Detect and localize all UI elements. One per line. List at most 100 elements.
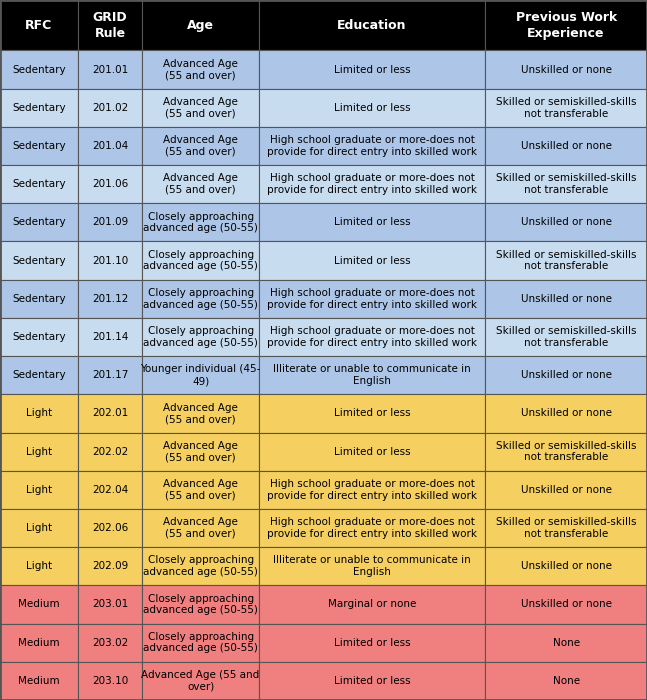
Bar bbox=[78, 0, 142, 50]
Text: 201.10: 201.10 bbox=[92, 256, 128, 265]
Text: Previous Work
Experience: Previous Work Experience bbox=[516, 10, 617, 40]
Bar bbox=[142, 127, 259, 165]
Bar bbox=[142, 50, 259, 89]
Text: 201.12: 201.12 bbox=[92, 294, 128, 304]
Bar bbox=[0, 394, 78, 433]
Text: Limited or less: Limited or less bbox=[334, 447, 410, 456]
Bar bbox=[259, 394, 485, 433]
Text: Unskilled or none: Unskilled or none bbox=[521, 294, 611, 304]
Bar bbox=[142, 585, 259, 624]
Text: Limited or less: Limited or less bbox=[334, 256, 410, 265]
Text: RFC: RFC bbox=[25, 19, 52, 32]
Bar bbox=[259, 203, 485, 242]
Bar bbox=[259, 624, 485, 662]
Bar bbox=[78, 547, 142, 585]
Text: Limited or less: Limited or less bbox=[334, 64, 410, 74]
Text: Sedentary: Sedentary bbox=[12, 64, 65, 74]
Text: Advanced Age
(55 and over): Advanced Age (55 and over) bbox=[163, 174, 238, 195]
Bar bbox=[78, 241, 142, 280]
Text: Advanced Age (55 and
over): Advanced Age (55 and over) bbox=[142, 670, 259, 692]
Text: Skilled or semiskilled-skills
not transferable: Skilled or semiskilled-skills not transf… bbox=[496, 441, 637, 463]
Text: None: None bbox=[553, 676, 580, 686]
Bar bbox=[485, 280, 647, 318]
Bar bbox=[142, 203, 259, 242]
Text: Closely approaching
advanced age (50-55): Closely approaching advanced age (50-55) bbox=[143, 556, 258, 577]
Bar bbox=[0, 433, 78, 470]
Text: 202.09: 202.09 bbox=[92, 561, 128, 571]
Bar bbox=[78, 318, 142, 356]
Bar bbox=[142, 0, 259, 50]
Text: Unskilled or none: Unskilled or none bbox=[521, 599, 611, 610]
Bar bbox=[259, 547, 485, 585]
Text: 202.04: 202.04 bbox=[92, 485, 128, 495]
Text: High school graduate or more-does not
provide for direct entry into skilled work: High school graduate or more-does not pr… bbox=[267, 326, 477, 348]
Text: Closely approaching
advanced age (50-55): Closely approaching advanced age (50-55) bbox=[143, 288, 258, 309]
Text: Skilled or semiskilled-skills
not transferable: Skilled or semiskilled-skills not transf… bbox=[496, 517, 637, 539]
Text: Advanced Age
(55 and over): Advanced Age (55 and over) bbox=[163, 135, 238, 157]
Text: Sedentary: Sedentary bbox=[12, 370, 65, 380]
Bar bbox=[142, 394, 259, 433]
Text: 201.01: 201.01 bbox=[92, 64, 128, 74]
Text: Closely approaching
advanced age (50-55): Closely approaching advanced age (50-55) bbox=[143, 632, 258, 654]
Bar bbox=[78, 127, 142, 165]
Bar bbox=[142, 356, 259, 394]
Text: Unskilled or none: Unskilled or none bbox=[521, 370, 611, 380]
Text: Unskilled or none: Unskilled or none bbox=[521, 64, 611, 74]
Bar bbox=[259, 241, 485, 280]
Bar bbox=[259, 89, 485, 127]
Text: Light: Light bbox=[26, 447, 52, 456]
Bar bbox=[142, 241, 259, 280]
Text: Unskilled or none: Unskilled or none bbox=[521, 408, 611, 419]
Bar bbox=[142, 662, 259, 700]
Text: 201.09: 201.09 bbox=[92, 218, 128, 228]
Bar bbox=[259, 356, 485, 394]
Text: High school graduate or more-does not
provide for direct entry into skilled work: High school graduate or more-does not pr… bbox=[267, 135, 477, 157]
Bar bbox=[0, 241, 78, 280]
Bar bbox=[0, 89, 78, 127]
Text: Education: Education bbox=[337, 19, 407, 32]
Text: Closely approaching
advanced age (50-55): Closely approaching advanced age (50-55) bbox=[143, 211, 258, 233]
Text: Advanced Age
(55 and over): Advanced Age (55 and over) bbox=[163, 441, 238, 463]
Text: Limited or less: Limited or less bbox=[334, 103, 410, 113]
Text: Younger individual (45-
49): Younger individual (45- 49) bbox=[140, 365, 261, 386]
Bar bbox=[485, 356, 647, 394]
Bar bbox=[142, 433, 259, 470]
Bar bbox=[485, 433, 647, 470]
Bar bbox=[485, 662, 647, 700]
Text: 201.14: 201.14 bbox=[92, 332, 128, 342]
Text: Medium: Medium bbox=[18, 599, 60, 610]
Bar bbox=[78, 203, 142, 242]
Text: 203.10: 203.10 bbox=[92, 676, 128, 686]
Bar bbox=[485, 127, 647, 165]
Bar bbox=[142, 509, 259, 547]
Text: Sedentary: Sedentary bbox=[12, 141, 65, 151]
Text: None: None bbox=[553, 638, 580, 648]
Bar bbox=[259, 127, 485, 165]
Bar bbox=[485, 50, 647, 89]
Bar bbox=[259, 280, 485, 318]
Bar bbox=[259, 318, 485, 356]
Text: Skilled or semiskilled-skills
not transferable: Skilled or semiskilled-skills not transf… bbox=[496, 326, 637, 348]
Text: Limited or less: Limited or less bbox=[334, 218, 410, 228]
Bar bbox=[0, 318, 78, 356]
Text: Illiterate or unable to communicate in
English: Illiterate or unable to communicate in E… bbox=[273, 556, 471, 577]
Bar bbox=[485, 470, 647, 509]
Text: Unskilled or none: Unskilled or none bbox=[521, 218, 611, 228]
Bar bbox=[78, 50, 142, 89]
Bar bbox=[259, 662, 485, 700]
Bar bbox=[142, 280, 259, 318]
Text: 202.01: 202.01 bbox=[92, 408, 128, 419]
Bar bbox=[78, 394, 142, 433]
Text: 201.06: 201.06 bbox=[92, 179, 128, 189]
Text: High school graduate or more-does not
provide for direct entry into skilled work: High school graduate or more-does not pr… bbox=[267, 517, 477, 539]
Bar bbox=[78, 509, 142, 547]
Text: Advanced Age
(55 and over): Advanced Age (55 and over) bbox=[163, 59, 238, 80]
Text: Unskilled or none: Unskilled or none bbox=[521, 141, 611, 151]
Bar bbox=[485, 547, 647, 585]
Text: Unskilled or none: Unskilled or none bbox=[521, 485, 611, 495]
Bar bbox=[0, 356, 78, 394]
Text: 203.01: 203.01 bbox=[92, 599, 128, 610]
Bar bbox=[78, 280, 142, 318]
Bar bbox=[485, 203, 647, 242]
Bar bbox=[0, 203, 78, 242]
